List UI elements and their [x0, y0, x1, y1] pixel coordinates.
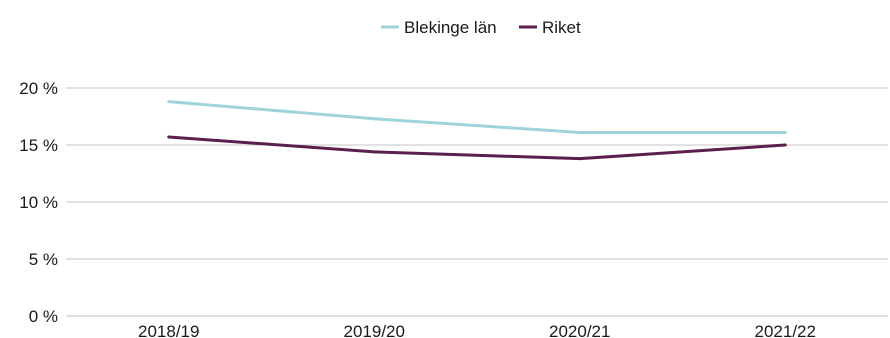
data-point	[372, 150, 376, 154]
x-tick-label: 2019/20	[344, 322, 405, 338]
series-line-blekinge-lan	[168, 100, 786, 134]
y-tick-label: 20 %	[19, 79, 58, 98]
legend-label: Riket	[542, 18, 581, 37]
y-tick-label: 15 %	[19, 136, 58, 155]
x-tick-label: 2018/19	[138, 322, 199, 338]
data-point	[372, 117, 376, 121]
series-line-riket	[168, 135, 786, 161]
data-point	[578, 157, 582, 161]
y-tick-label: 0 %	[29, 307, 58, 326]
data-point	[167, 135, 171, 139]
y-tick-label: 10 %	[19, 193, 58, 212]
data-point	[783, 143, 787, 147]
data-point	[783, 130, 787, 134]
legend-label: Blekinge län	[404, 18, 497, 37]
y-tick-label: 5 %	[29, 250, 58, 269]
data-point	[167, 100, 171, 104]
data-point	[578, 130, 582, 134]
x-tick-label: 2021/22	[755, 322, 816, 338]
x-tick-label: 2020/21	[549, 322, 610, 338]
